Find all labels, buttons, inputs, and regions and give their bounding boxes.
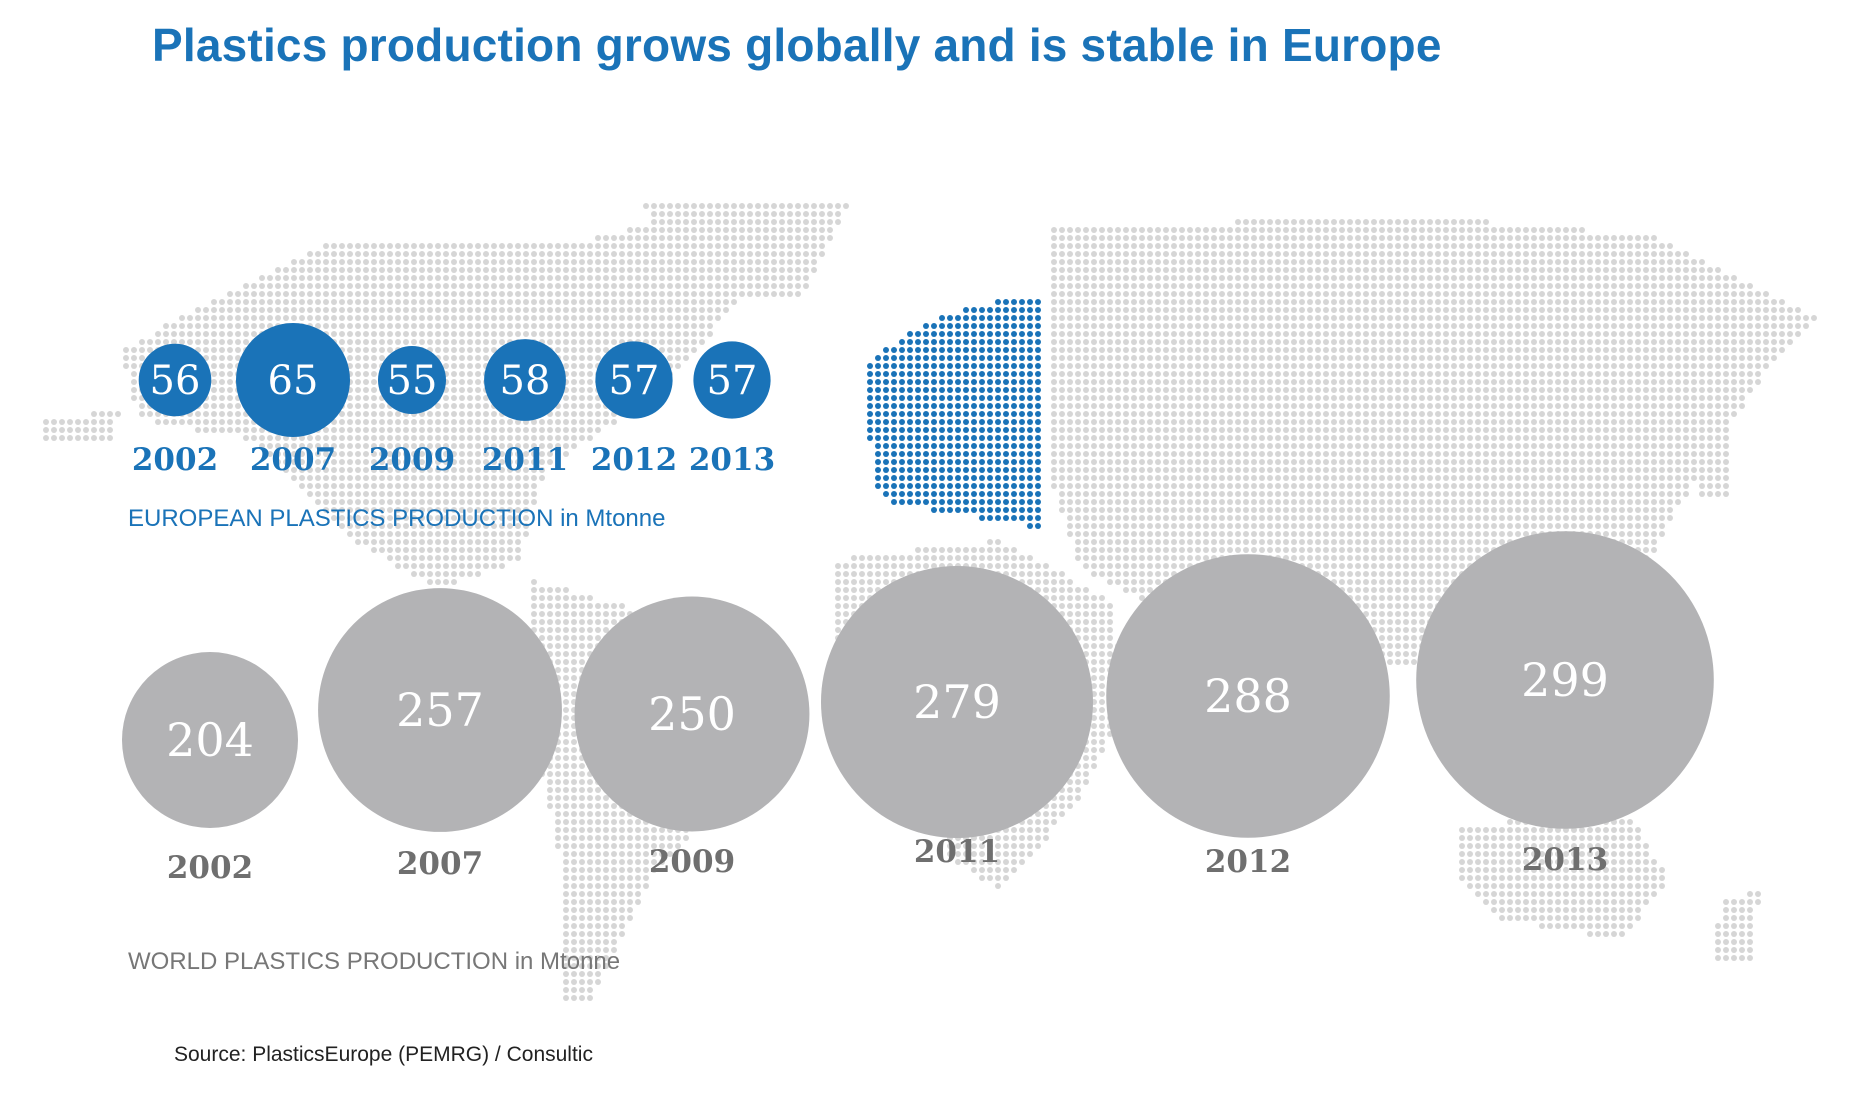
world-year-label-2011: 2011 (914, 834, 1000, 870)
europe-bubbles: 56 2002 65 2007 55 2009 58 2011 57 2012 57 2013 (132, 323, 775, 478)
europe-year-label-2012: 2012 (591, 442, 677, 478)
world-year-label-2013: 2013 (1522, 842, 1608, 878)
europe-year-label-2002: 2002 (132, 442, 218, 478)
world-bubble-2007 (318, 588, 562, 832)
europe-dot-map (867, 299, 1041, 529)
world-value-label-2009: 250 (648, 687, 736, 741)
europe-year-label-2007: 2007 (250, 442, 336, 478)
world-year-label-2009: 2009 (649, 844, 735, 880)
europe-value-label-2011: 58 (500, 358, 551, 404)
world-bubble-2011 (821, 566, 1093, 838)
world-bubbles: 204 2002 257 2007 250 2009 279 2011 288 2012 299 20… (122, 531, 1714, 886)
europe-value-label-2007: 65 (268, 358, 319, 404)
europe-bubble-2007 (236, 323, 350, 437)
europe-bubble-2011 (484, 339, 566, 421)
world-year-label-2002: 2002 (167, 850, 253, 886)
europe-value-label-2009: 55 (387, 358, 438, 404)
world-value-label-2013: 299 (1521, 653, 1609, 707)
europe-bubble-2002 (138, 343, 212, 417)
europe-year-label-2013: 2013 (689, 442, 775, 478)
world-value-label-2012: 288 (1204, 669, 1292, 723)
world-year-label-2007: 2007 (397, 846, 483, 882)
world-bubble-2012 (1106, 554, 1390, 838)
world-year-label-2012: 2012 (1205, 844, 1291, 880)
world-series-label: WORLD PLASTICS PRODUCTION in Mtonne (128, 948, 621, 975)
source-note: Source: PlasticsEurope (PEMRG) / Consult… (174, 1043, 593, 1066)
page-title: Plastics production grows globally and i… (152, 19, 1442, 71)
europe-bubble-2012 (595, 341, 673, 419)
europe-year-label-2011: 2011 (482, 442, 568, 478)
europe-year-label-2009: 2009 (369, 442, 455, 478)
world-value-label-2002: 204 (166, 713, 254, 767)
europe-value-label-2013: 57 (707, 358, 758, 404)
world-bubble-2009 (574, 596, 810, 832)
world-value-label-2011: 279 (913, 675, 1001, 729)
europe-value-label-2002: 56 (150, 358, 201, 404)
europe-bubble-2009 (378, 346, 446, 414)
europe-series-label: EUROPEAN PLASTICS PRODUCTION in Mtonne (128, 505, 666, 532)
world-value-label-2007: 257 (396, 683, 484, 737)
world-bubble-2013 (1416, 531, 1714, 829)
europe-value-label-2012: 57 (609, 358, 660, 404)
world-bubble-2002 (122, 652, 298, 828)
europe-bubble-2013 (693, 341, 771, 419)
